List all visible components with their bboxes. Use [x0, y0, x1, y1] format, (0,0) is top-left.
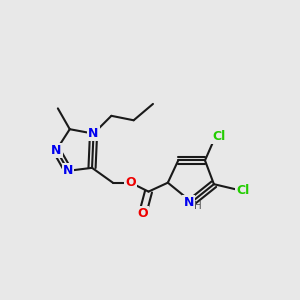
Text: Cl: Cl	[236, 184, 249, 196]
Text: O: O	[137, 207, 148, 220]
Text: N: N	[184, 196, 194, 208]
Text: N: N	[88, 127, 99, 140]
Text: N: N	[63, 164, 74, 177]
Text: H: H	[194, 202, 202, 212]
Text: Cl: Cl	[212, 130, 226, 143]
Text: O: O	[125, 176, 136, 189]
Text: N: N	[51, 143, 62, 157]
